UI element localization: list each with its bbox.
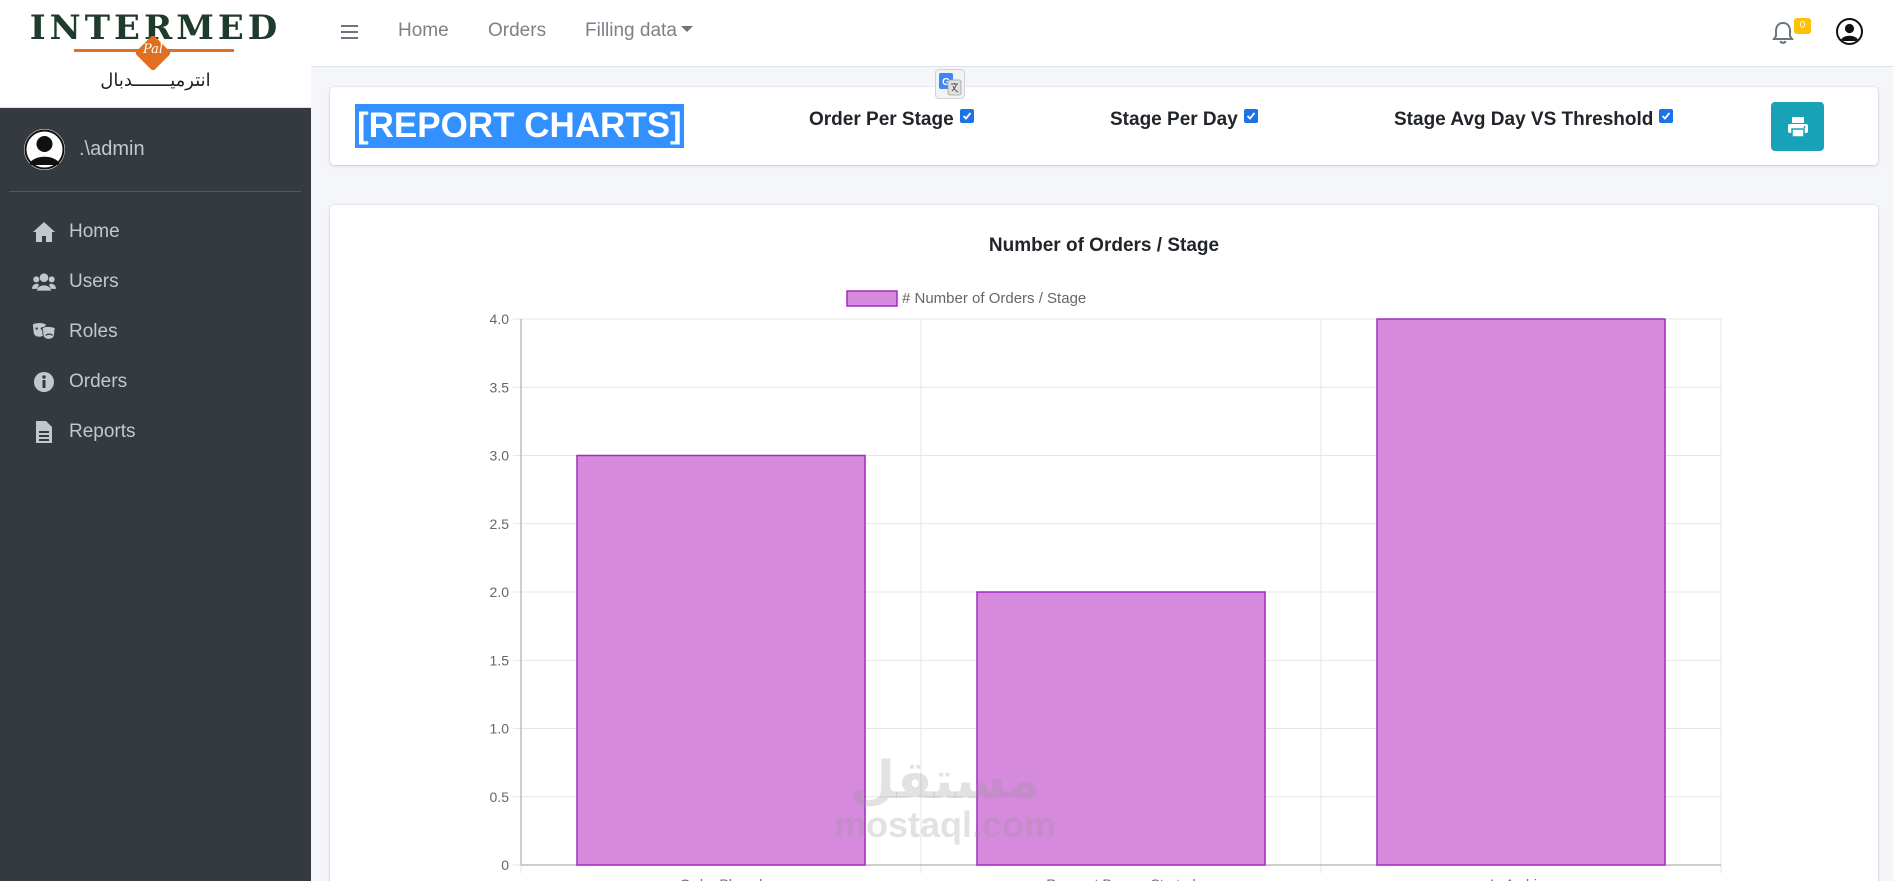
nav-link-orders[interactable]: Orders — [488, 20, 547, 41]
y-tick-label: 1.0 — [490, 721, 510, 737]
legend-label: # Number of Orders / Stage — [902, 290, 1086, 307]
notification-badge: 0 — [1794, 18, 1811, 34]
logo-badge-text: Pal — [142, 42, 164, 57]
sidebar-item-home[interactable]: Home — [0, 207, 311, 257]
option-order-per-stage[interactable]: Order Per Stage — [809, 109, 974, 131]
watermark-arabic: مستقل — [849, 751, 1041, 811]
y-tick-label: 2.0 — [490, 584, 510, 600]
sidebar-item-label: Orders — [69, 371, 128, 392]
chart-bar — [576, 454, 866, 866]
sidebar-item-label: Reports — [69, 421, 136, 442]
option-label: Stage Avg Day VS Threshold — [1394, 109, 1654, 130]
chart-bar — [976, 591, 1266, 866]
option-stage-per-day[interactable]: Stage Per Day — [1110, 109, 1258, 131]
sidebar-item-label: Users — [69, 271, 119, 292]
y-tick-label: 2.5 — [490, 516, 510, 532]
info-circle-icon — [32, 370, 56, 394]
chart-bar — [1376, 318, 1666, 866]
print-icon — [1787, 116, 1808, 138]
logo-arabic-text: انترميـــــــدبال — [100, 70, 211, 91]
bar-chart: 0 0.5 1.0 1.5 2.0 2.5 3.0 3.5 4.0 Order Placed Req… — [490, 290, 1722, 881]
user-panel: .\admin — [9, 108, 301, 192]
nav-link-home[interactable]: Home — [398, 20, 449, 41]
y-tick-label: 3.5 — [490, 379, 510, 395]
print-button[interactable] — [1771, 102, 1824, 151]
x-tick-label: In Archive — [1490, 876, 1552, 881]
bell-icon[interactable] — [1771, 20, 1795, 46]
y-tick-label: 0.5 — [490, 789, 510, 805]
sidebar-item-roles[interactable]: Roles — [0, 307, 311, 357]
home-icon — [32, 220, 56, 244]
chart-title: Number of Orders / Stage — [988, 235, 1220, 256]
x-tick-label: Request Papers Started — [1046, 876, 1195, 881]
avatar[interactable] — [24, 129, 65, 170]
sidebar-item-reports[interactable]: Reports — [0, 407, 311, 457]
report-header-card: [REPORT CHARTS] Order Per Stage Stage Pe… — [330, 87, 1878, 165]
caret-down-icon — [680, 26, 693, 33]
user-avatar-icon — [1840, 23, 1859, 41]
menu-toggle-icon[interactable] — [339, 21, 361, 43]
watermark: مستقل mostaql.com — [830, 755, 1060, 843]
svg-text:G: G — [942, 77, 950, 88]
y-tick-label: 1.5 — [490, 652, 510, 668]
option-stage-avg-day-vs-threshold[interactable]: Stage Avg Day VS Threshold — [1394, 109, 1674, 131]
sidebar: INTERMED Pal انترميـــــــدبال .\admin H… — [0, 0, 311, 881]
user-name[interactable]: .\admin — [79, 138, 145, 160]
y-tick-label: 3.0 — [490, 448, 510, 464]
google-translate-icon[interactable]: G — [935, 69, 965, 99]
chart-card: Number of Orders / Stage 0 0.5 1.0 1.5 2.0 2.… — [330, 205, 1878, 881]
theater-masks-icon — [32, 320, 56, 344]
y-tick-label: 4.0 — [490, 311, 510, 327]
x-tick-label: Order Placed — [680, 876, 762, 881]
sidebar-item-label: Home — [69, 221, 120, 242]
user-avatar-icon — [24, 129, 65, 170]
sidebar-item-label: Roles — [69, 321, 118, 342]
users-icon — [32, 270, 56, 294]
file-alt-icon — [32, 420, 56, 444]
brand-logo[interactable]: INTERMED Pal انترميـــــــدبال — [0, 0, 311, 108]
nav-dropdown-label: Filling data — [585, 20, 677, 41]
option-label: Stage Per Day — [1110, 109, 1238, 130]
sidebar-item-orders[interactable]: Orders — [0, 357, 311, 407]
user-menu-avatar[interactable] — [1836, 18, 1863, 45]
stage-avg-threshold-checkbox[interactable] — [1659, 109, 1674, 123]
option-label: Order Per Stage — [809, 109, 954, 130]
nav-dropdown-filling-data[interactable]: Filling data — [585, 20, 693, 42]
watermark-latin: mostaql.com — [833, 804, 1057, 845]
sidebar-nav: Home Users Roles Orders Reports — [0, 207, 311, 457]
stage-per-day-checkbox[interactable] — [1243, 109, 1258, 123]
top-navbar: Home Orders Filling data 0 — [311, 0, 1893, 67]
y-tick-label: 0 — [501, 857, 509, 873]
page-title: [REPORT CHARTS] — [355, 104, 684, 148]
legend-swatch — [846, 290, 898, 307]
order-per-stage-checkbox[interactable] — [959, 109, 974, 123]
sidebar-item-users[interactable]: Users — [0, 257, 311, 307]
